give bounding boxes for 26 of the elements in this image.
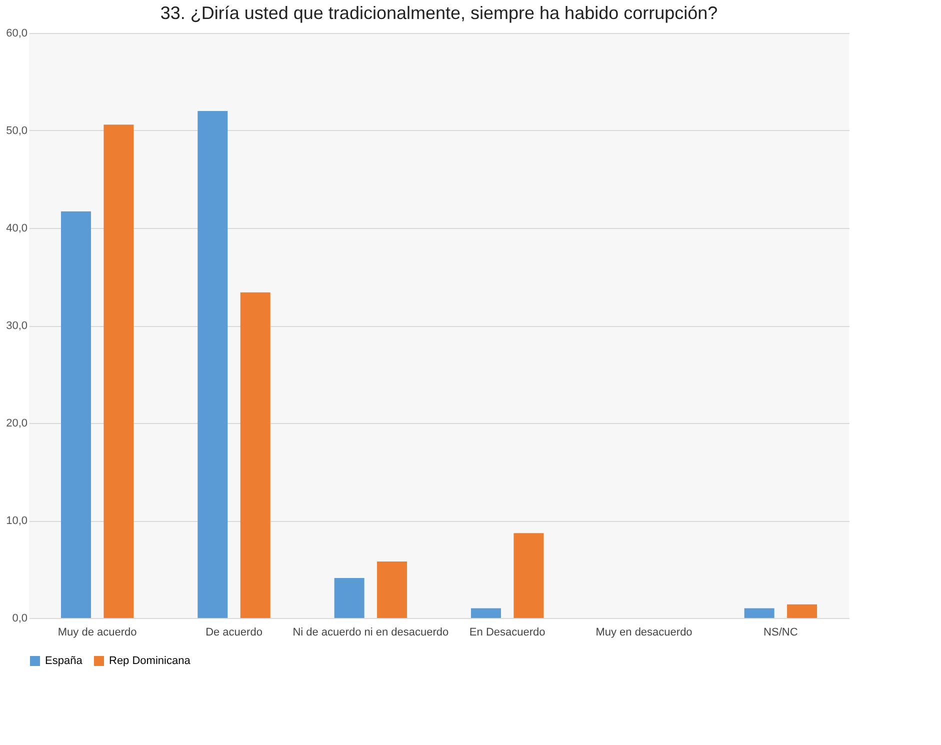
x-tick-label: Ni de acuerdo ni en desacuerdo [292, 626, 449, 638]
x-tick-label: Muy de acuerdo [58, 626, 137, 638]
x-tick-label: En Desacuerdo [469, 626, 546, 638]
x-tick-label: Muy en desacuerdo [596, 626, 692, 638]
bar [60, 211, 91, 618]
bar [240, 292, 270, 618]
x-tick-label: NS/NC [764, 626, 798, 638]
y-tick-label: 30,0 [6, 320, 28, 332]
y-tick-label: 0,0 [12, 612, 28, 624]
bar [514, 533, 544, 618]
bar [377, 561, 408, 618]
bar [744, 608, 774, 618]
y-tick-label: 50,0 [6, 125, 28, 137]
y-tick-label: 40,0 [6, 222, 28, 234]
x-tick-label: De acuerdo [206, 626, 262, 638]
y-tick-label: 20,0 [6, 418, 28, 430]
y-tick-label: 10,0 [6, 515, 28, 527]
bar [787, 604, 818, 618]
bar [334, 578, 364, 618]
legend-label: Rep Dominicana [109, 655, 192, 667]
bar [104, 124, 134, 618]
bar [470, 608, 501, 618]
legend-label: España [45, 655, 84, 667]
chart-title: 33. ¿Diría usted que tradicionalmente, siempre ha habido corrupción? [160, 3, 718, 23]
bar [198, 111, 228, 618]
y-tick-label: 60,0 [6, 28, 28, 40]
